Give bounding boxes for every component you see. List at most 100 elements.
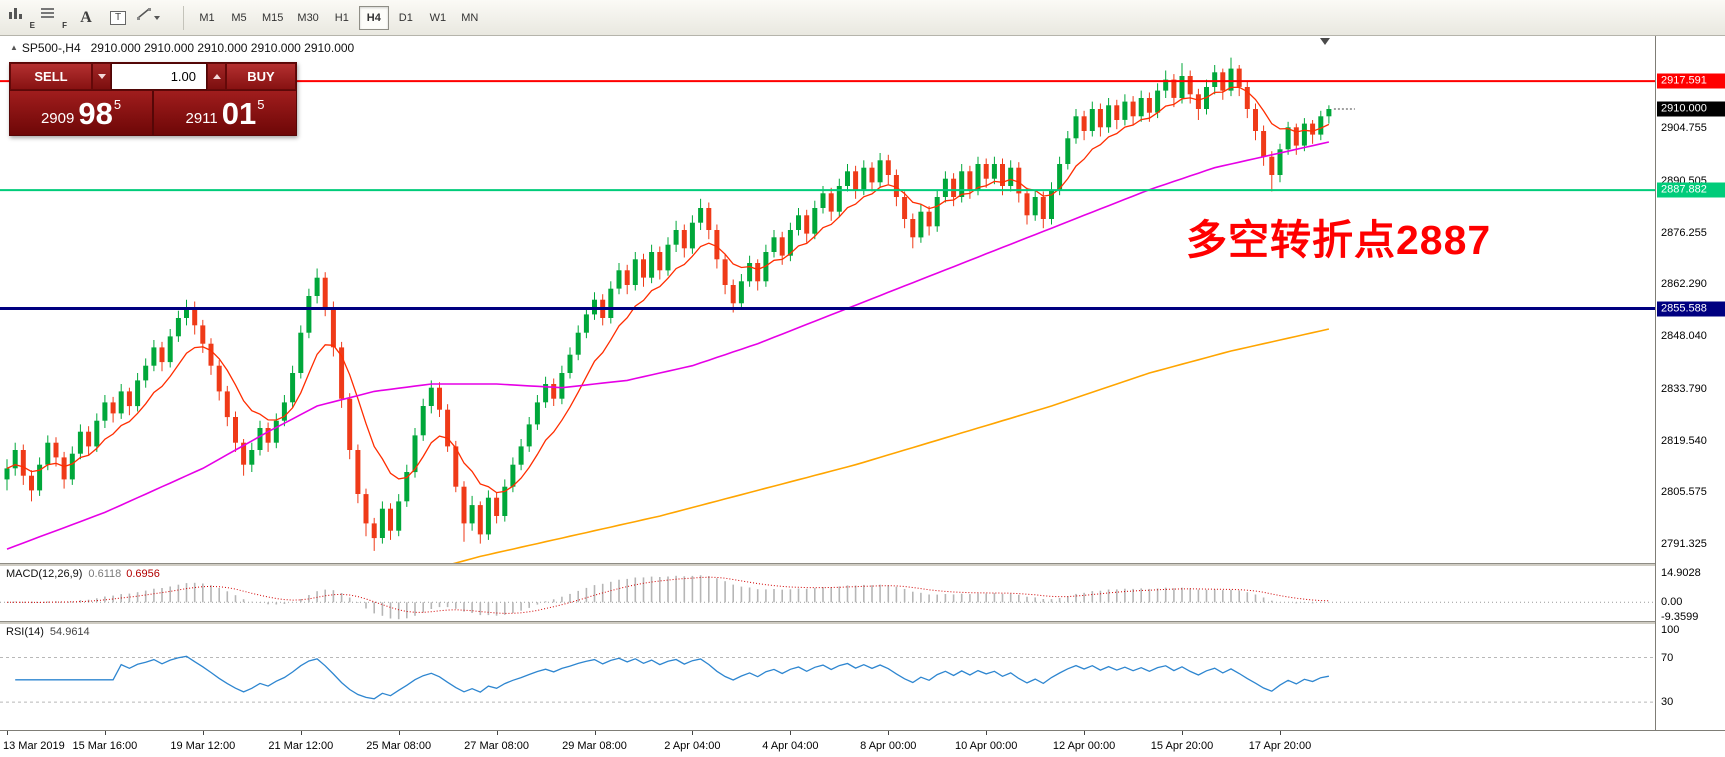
bid-price-point: 5 (113, 97, 122, 112)
time-axis[interactable]: 13 Mar 2019 15 Mar 16:00 19 Mar 12:00 21 Ma… (0, 730, 1725, 757)
macd-main-value: 0.6118 (88, 568, 122, 580)
ask-price-pips: 01 (221, 95, 257, 131)
indicator-list-tool-button[interactable]: F (39, 5, 69, 31)
time-axis-label: 27 Mar 08:00 (464, 740, 530, 752)
time-tick (104, 731, 106, 735)
price-level-tag: 2917.591 (1657, 73, 1725, 89)
rsi-chart[interactable] (0, 624, 1655, 730)
time-tick (986, 731, 988, 735)
font-tool-button[interactable]: A (71, 5, 101, 31)
ask-price-display[interactable]: 2911 01 5 (154, 91, 296, 135)
candlestick-series (4, 57, 1332, 551)
timeframe-w1-button[interactable]: W1 (423, 6, 453, 30)
chart-shift-marker-icon[interactable] (1320, 38, 1330, 45)
rsi-axis-label: 30 (1661, 696, 1674, 709)
trendline-icon (137, 7, 151, 20)
time-axis-label: 21 Mar 12:00 (268, 740, 334, 752)
time-axis-label: 12 Apr 00:00 (1052, 740, 1116, 752)
ma-fast-line (6, 86, 1330, 494)
price-axis[interactable]: 2904.755 2890.505 2876.255 2862.290 2848.040… (1655, 36, 1725, 730)
price-axis-label: 2848.040 (1661, 330, 1707, 343)
price-axis-label: 2904.755 (1661, 122, 1707, 135)
macd-signal-value: 0.6956 (126, 568, 160, 580)
volume-increase-button[interactable] (207, 63, 226, 90)
timeframe-m1-button[interactable]: M1 (192, 6, 222, 30)
timeframe-m5-button[interactable]: M5 (224, 6, 254, 30)
rsi-line (15, 655, 1330, 700)
price-axis-label: 2833.790 (1661, 382, 1707, 395)
timeframe-h4-button[interactable]: H4 (358, 5, 389, 30)
macd-axis-label: 14.9028 (1661, 567, 1701, 580)
toolbar-separator (183, 5, 184, 30)
time-tick (790, 731, 792, 735)
price-level-tag: 2855.588 (1657, 301, 1725, 316)
rsi-name: RSI(14) (6, 626, 44, 638)
rsi-axis-label: 70 (1661, 651, 1674, 664)
timeframe-mn-button[interactable]: MN (455, 6, 485, 30)
timeframe-d1-button[interactable]: D1 (391, 6, 421, 30)
chart-header: ▲ SP500-,H4 2910.000 2910.000 2910.000 291… (10, 41, 354, 55)
time-tick (1182, 731, 1183, 735)
macd-chart[interactable] (0, 566, 1655, 621)
line-draw-tool-button[interactable] (135, 5, 175, 31)
price-axis-label: 2876.255 (1661, 226, 1707, 239)
macd-name: MACD(12,26,9) (6, 568, 83, 580)
time-tick (7, 731, 8, 735)
bar-chart-tool-button[interactable]: E (7, 5, 37, 31)
ask-price-integer: 2911 (185, 110, 218, 127)
price-level-tag: 2887.882 (1657, 182, 1725, 198)
time-tick (398, 731, 400, 735)
quotes-divider (152, 91, 154, 135)
rsi-label: RSI(14) 54.9614 (6, 626, 90, 638)
object-marker-icon: ▲ (10, 43, 18, 52)
time-axis-label: 15 Apr 20:00 (1150, 740, 1214, 752)
font-a-icon: A (80, 8, 92, 26)
time-tick (594, 731, 596, 735)
panel-splitter[interactable] (0, 563, 1725, 566)
symbol-period-label: SP500-,H4 (21, 41, 81, 55)
time-axis-label: 15 Mar 16:00 (72, 740, 138, 752)
chart-annotation-text: 多空转折点2887 (1186, 217, 1492, 263)
rsi-axis-label: 100 (1661, 624, 1680, 636)
current-price-tag: 2910.000 (1657, 101, 1725, 117)
ma-mid-line (6, 141, 1330, 550)
ma-slow-line (452, 328, 1330, 563)
panel-splitter[interactable] (0, 621, 1725, 624)
tool-letter-label: F (62, 20, 67, 30)
timeframe-m30-button[interactable]: M30 (291, 6, 324, 30)
timeframe-h1-button[interactable]: H1 (327, 6, 357, 30)
caret-up-icon (212, 74, 221, 79)
time-tick (202, 731, 204, 735)
price-axis-label: 2791.325 (1661, 538, 1707, 551)
bid-price-pips: 98 (78, 95, 113, 131)
line-list-icon (41, 7, 54, 18)
time-axis-label: 2 Apr 04:00 (664, 740, 721, 752)
macd-label: MACD(12,26,9) 0.6118 0.6956 (6, 568, 160, 580)
volume-decrease-button[interactable] (92, 63, 111, 90)
time-axis-label: 25 Mar 08:00 (366, 740, 432, 752)
time-tick (1084, 731, 1086, 735)
main-chart-panel[interactable]: ▲ SP500-,H4 2910.000 2910.000 2910.000 291… (0, 36, 1655, 563)
volume-input[interactable]: 1.00 (111, 63, 207, 90)
time-tick (1280, 731, 1281, 735)
one-click-trading-panel: SELL 1.00 BUY 2909 98 5 2911 01 5 (9, 62, 297, 136)
buy-button[interactable]: BUY (226, 63, 296, 90)
text-label-tool-button[interactable]: T (103, 5, 133, 31)
tool-letter-label: E (29, 20, 35, 30)
macd-axis-label: -9.3599 (1661, 611, 1699, 623)
price-axis-label: 2819.540 (1661, 434, 1707, 447)
time-axis-label: 10 Apr 00:00 (954, 740, 1018, 752)
time-axis-label: 13 Mar 2019 (3, 740, 65, 752)
price-axis-label: 2862.290 (1661, 278, 1707, 290)
rsi-value: 54.9614 (49, 626, 90, 638)
sell-button[interactable]: SELL (10, 63, 92, 90)
time-tick (300, 731, 302, 735)
timeframe-buttons-group: M1 M5 M15 M30 H1 H4 D1 W1 MN (191, 5, 486, 30)
timeframe-m15-button[interactable]: M15 (256, 6, 289, 30)
rsi-panel[interactable]: RSI(14) 54.9614 (0, 624, 1655, 730)
time-axis-label: 17 Apr 20:00 (1248, 740, 1312, 752)
text-box-icon: T (110, 10, 126, 25)
bid-price-display[interactable]: 2909 98 5 (10, 91, 152, 135)
macd-panel[interactable]: MACD(12,26,9) 0.6118 0.6956 (0, 566, 1655, 621)
